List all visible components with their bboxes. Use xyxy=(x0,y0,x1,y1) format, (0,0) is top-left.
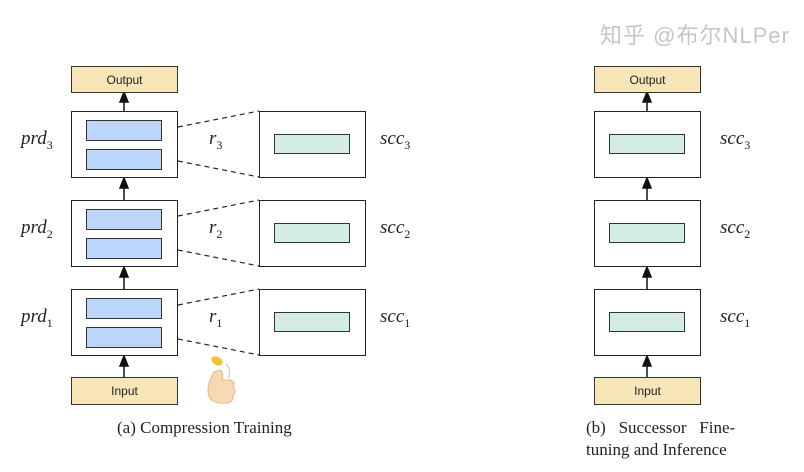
label-b-scc2: scc2 xyxy=(720,217,751,241)
successor-layer xyxy=(609,312,685,332)
predecessor-block-2 xyxy=(71,200,178,267)
successor-layer xyxy=(274,134,350,154)
dashed-link xyxy=(177,338,260,356)
coin-flip-thumb-icon xyxy=(207,356,236,404)
dashed-link xyxy=(177,160,260,178)
predecessor-layer xyxy=(86,209,162,230)
successor-layer xyxy=(609,134,685,154)
arrowhead xyxy=(118,175,130,189)
output-box: Output xyxy=(71,66,178,93)
successor-block-1 xyxy=(259,289,366,356)
caption-b-line2: tuning and Inference xyxy=(586,440,727,459)
predecessor-block-3 xyxy=(71,111,178,178)
label-scc3: scc3 xyxy=(380,128,411,152)
label-prd2: prd2 xyxy=(21,217,53,241)
successor-block-3 xyxy=(259,111,366,178)
label-r2: r2 xyxy=(209,217,223,241)
successor-block-b1 xyxy=(594,289,701,356)
predecessor-block-1 xyxy=(71,289,178,356)
dashed-link xyxy=(177,110,260,128)
caption-a: (a) Compression Training xyxy=(117,418,292,437)
label-prd3: prd3 xyxy=(21,128,53,152)
arrowhead xyxy=(118,264,130,278)
arrowhead xyxy=(118,353,130,367)
predecessor-layer xyxy=(86,298,162,319)
arrowhead xyxy=(118,89,130,103)
input-box-b: Input xyxy=(594,377,701,405)
successor-layer xyxy=(274,223,350,243)
successor-layer xyxy=(274,312,350,332)
predecessor-layer xyxy=(86,327,162,348)
successor-block-b2 xyxy=(594,200,701,267)
label-r1: r1 xyxy=(209,306,223,330)
successor-block-2 xyxy=(259,200,366,267)
label-r3: r3 xyxy=(209,128,223,152)
dashed-link xyxy=(177,199,260,217)
label-b-scc1: scc1 xyxy=(720,306,751,330)
dashed-link xyxy=(177,249,260,267)
output-box-b: Output xyxy=(594,66,701,93)
arrowhead xyxy=(641,353,653,367)
label-b-scc3: scc3 xyxy=(720,128,751,152)
caption-b-line1: (b) Successor Fine- xyxy=(586,418,736,437)
input-box: Input xyxy=(71,377,178,405)
arrowhead xyxy=(641,175,653,189)
predecessor-layer xyxy=(86,149,162,170)
successor-block-b3 xyxy=(594,111,701,178)
label-scc2: scc2 xyxy=(380,217,411,241)
dashed-link xyxy=(177,288,260,306)
predecessor-layer xyxy=(86,238,162,259)
successor-layer xyxy=(609,223,685,243)
predecessor-layer xyxy=(86,120,162,141)
label-scc1: scc1 xyxy=(380,306,411,330)
label-prd1: prd1 xyxy=(21,306,53,330)
arrowhead xyxy=(641,264,653,278)
arrowhead xyxy=(641,89,653,103)
watermark: 知乎 @布尔NLPer xyxy=(600,23,790,48)
